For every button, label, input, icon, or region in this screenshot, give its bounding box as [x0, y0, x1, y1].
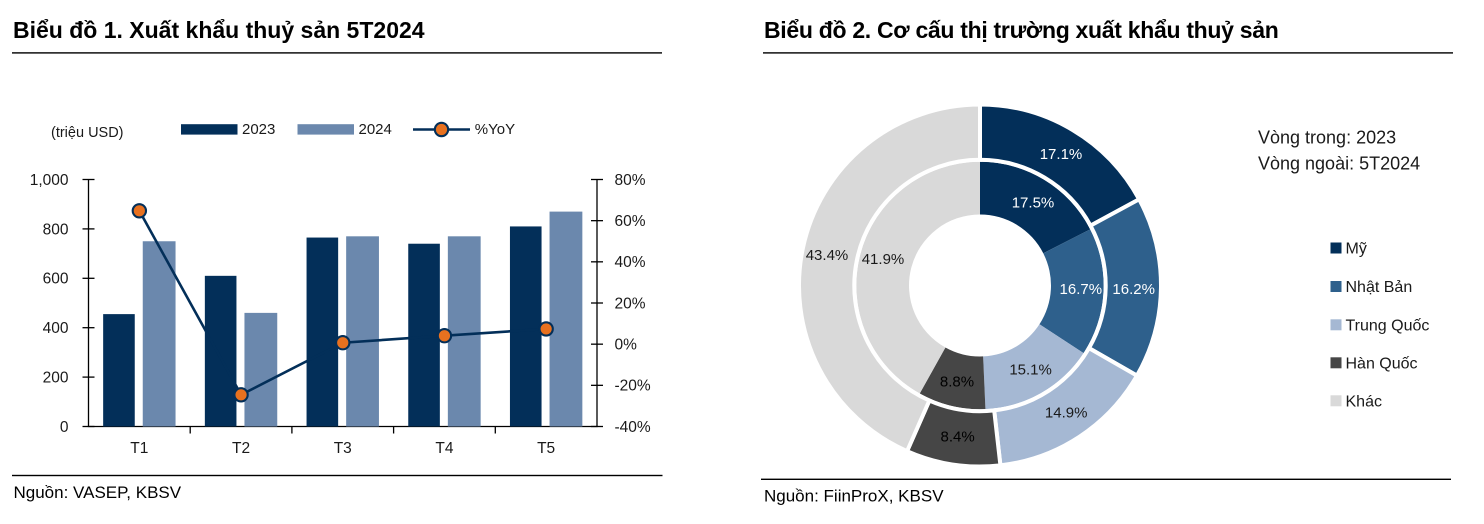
- svg-text:60%: 60%: [615, 213, 646, 230]
- svg-text:Khác: Khác: [1346, 393, 1382, 410]
- svg-text:Vòng trong: 2023: Vòng trong: 2023: [1258, 128, 1396, 148]
- svg-text:Nhật Bản: Nhật Bản: [1346, 279, 1413, 296]
- svg-text:Mỹ: Mỹ: [1346, 241, 1367, 258]
- svg-text:T1: T1: [130, 440, 148, 457]
- svg-text:600: 600: [43, 271, 69, 288]
- svg-text:15.1%: 15.1%: [1009, 362, 1052, 379]
- svg-text:T4: T4: [435, 440, 453, 457]
- svg-text:T2: T2: [232, 440, 250, 457]
- svg-text:1,000: 1,000: [30, 172, 69, 189]
- svg-text:Vòng ngoài: 5T2024: Vòng ngoài: 5T2024: [1258, 154, 1420, 174]
- svg-text:17.5%: 17.5%: [1012, 195, 1055, 212]
- svg-text:17.1%: 17.1%: [1040, 146, 1083, 163]
- svg-text:%YoY: %YoY: [475, 121, 515, 138]
- svg-text:43.4%: 43.4%: [806, 247, 849, 264]
- svg-text:200: 200: [43, 370, 69, 387]
- svg-text:8.8%: 8.8%: [940, 374, 974, 391]
- svg-text:41.9%: 41.9%: [862, 251, 905, 268]
- svg-text:16.2%: 16.2%: [1112, 281, 1155, 298]
- svg-text:Biểu đồ 2. Cơ cấu thị trường x: Biểu đồ 2. Cơ cấu thị trường xuất khẩu t…: [764, 17, 1279, 43]
- svg-text:2024: 2024: [359, 121, 392, 138]
- svg-text:Trung Quốc: Trung Quốc: [1346, 317, 1430, 334]
- svg-text:2023: 2023: [242, 121, 275, 138]
- svg-text:-20%: -20%: [615, 378, 651, 395]
- svg-text:Biểu đồ 1. Xuất khẩu thuỷ sản: Biểu đồ 1. Xuất khẩu thuỷ sản 5T2024: [13, 17, 425, 43]
- svg-text:800: 800: [43, 221, 69, 238]
- svg-text:16.7%: 16.7%: [1060, 281, 1103, 298]
- svg-text:20%: 20%: [615, 295, 646, 312]
- svg-text:T3: T3: [334, 440, 352, 457]
- svg-text:40%: 40%: [615, 254, 646, 271]
- svg-text:14.9%: 14.9%: [1045, 405, 1088, 422]
- svg-text:0%: 0%: [615, 337, 638, 354]
- svg-text:8.4%: 8.4%: [940, 428, 974, 445]
- svg-text:Nguồn: VASEP, KBSV: Nguồn: VASEP, KBSV: [14, 483, 182, 502]
- svg-text:400: 400: [43, 320, 69, 337]
- svg-text:(triệu USD): (triệu USD): [51, 125, 124, 141]
- svg-text:Hàn Quốc: Hàn Quốc: [1346, 355, 1418, 372]
- svg-text:80%: 80%: [615, 172, 646, 189]
- svg-text:Nguồn: FiinProX, KBSV: Nguồn: FiinProX, KBSV: [764, 487, 944, 506]
- svg-text:0: 0: [60, 419, 69, 436]
- svg-text:T5: T5: [537, 440, 555, 457]
- svg-text:-40%: -40%: [615, 419, 651, 436]
